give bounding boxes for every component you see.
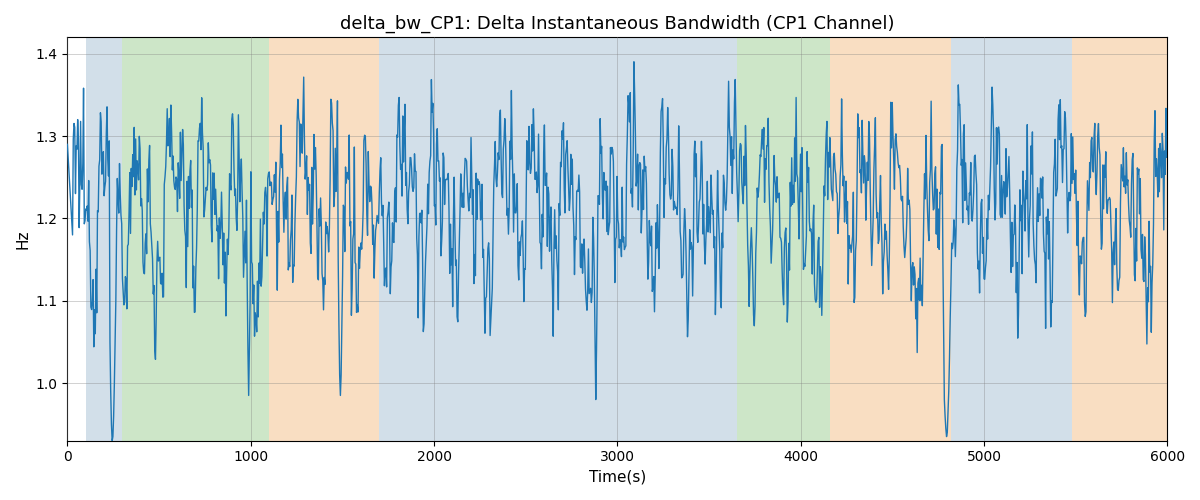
Bar <box>952 38 1072 440</box>
Y-axis label: Hz: Hz <box>16 230 30 249</box>
Bar <box>122 38 269 440</box>
Bar <box>379 38 706 440</box>
Bar <box>706 38 737 440</box>
Bar <box>85 38 122 440</box>
Bar <box>737 38 830 440</box>
Bar <box>1072 38 1168 440</box>
Bar <box>269 38 379 440</box>
Bar <box>830 38 952 440</box>
Title: delta_bw_CP1: Delta Instantaneous Bandwidth (CP1 Channel): delta_bw_CP1: Delta Instantaneous Bandwi… <box>340 15 895 34</box>
X-axis label: Time(s): Time(s) <box>589 470 646 485</box>
